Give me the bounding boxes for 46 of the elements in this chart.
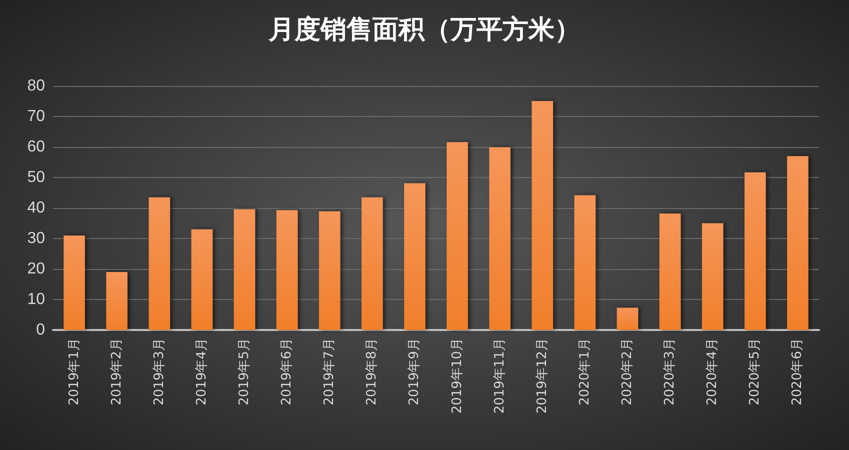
bar <box>787 156 808 330</box>
y-tick-label: 80 <box>27 78 46 94</box>
x-tick-label: 2020年3月 <box>662 338 678 406</box>
y-tick-label: 10 <box>27 291 46 308</box>
x-tick-label: 2019年8月 <box>364 338 380 406</box>
y-tick-label: 60 <box>27 138 46 156</box>
bar <box>659 213 681 330</box>
bar <box>234 209 256 330</box>
x-tick-label: 2019年4月 <box>194 338 210 406</box>
x-tick-label: 2019年9月 <box>407 338 422 406</box>
chart-title: 月度销售面积（万平方米） <box>268 15 580 45</box>
bar <box>574 195 596 330</box>
x-tick-label: 2020年6月 <box>790 338 806 406</box>
x-tick-label: 2019年1月 <box>66 338 82 406</box>
bar <box>362 197 383 330</box>
bar <box>276 210 298 330</box>
x-tick-label: 2020年4月 <box>705 338 720 406</box>
x-tick-label: 2020年5月 <box>748 338 763 406</box>
x-tick-label: 2019年7月 <box>322 338 338 406</box>
y-tick-label: 40 <box>27 200 46 216</box>
y-tick-label: 50 <box>27 169 46 186</box>
y-tick-label: 20 <box>27 260 46 278</box>
x-tick-label: 2019年5月 <box>237 338 252 406</box>
bar <box>616 308 638 330</box>
x-tick-label: 2019年12月 <box>534 338 550 414</box>
x-tick-label: 2020年2月 <box>620 338 635 406</box>
bar <box>191 229 213 330</box>
y-tick-label: 0 <box>36 322 46 338</box>
x-tick-label: 2019年3月 <box>152 338 167 406</box>
bar <box>446 142 468 330</box>
bar <box>702 223 724 330</box>
x-tick-label: 2019年2月 <box>109 338 124 406</box>
x-tick-label: 2019年10月 <box>450 338 465 414</box>
bar <box>489 147 510 330</box>
bar <box>148 197 170 330</box>
bar <box>64 235 85 330</box>
x-tick-label: 2020年1月 <box>577 338 592 406</box>
bar <box>532 100 554 330</box>
x-tick-label: 2019年6月 <box>280 338 295 406</box>
bar <box>318 211 340 330</box>
x-tick-label: 2019年11月 <box>492 338 508 414</box>
bar <box>744 172 766 330</box>
y-tick-label: 30 <box>27 230 46 247</box>
y-tick-label: 70 <box>27 108 46 125</box>
bar <box>404 183 426 330</box>
bar <box>106 272 128 330</box>
